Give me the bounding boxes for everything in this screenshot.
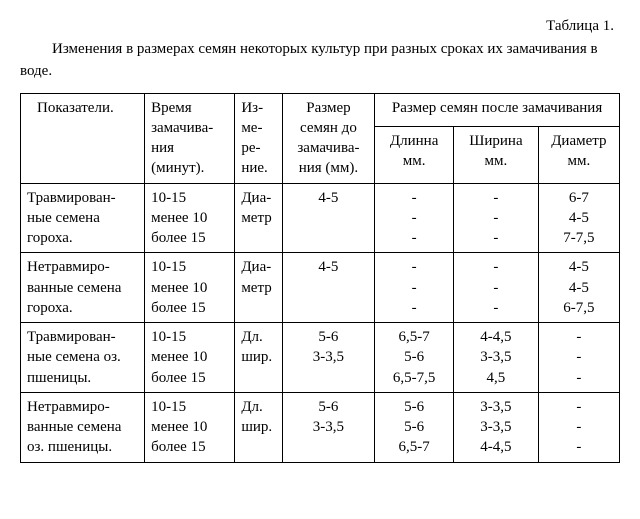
table-label: Таблица 1.: [20, 18, 614, 35]
hdr-measure: Из-ме-ре-ние.: [235, 93, 282, 183]
cell-length: 5-65-66,5-7: [375, 392, 454, 462]
hdr-diameter: Диаметр мм.: [538, 126, 619, 183]
cell-diameter: ---: [538, 392, 619, 462]
table-row: Нетравмиро-ванные семена гороха. 10-15ме…: [21, 253, 620, 323]
cell-measure: Дл. шир.: [235, 392, 282, 462]
hdr-after-group: Размер семян после замачивания: [375, 93, 620, 126]
cell-before: 4-5: [282, 253, 374, 323]
cell-length: ---: [375, 253, 454, 323]
hdr-time: Время замачива-ния (минут).: [145, 93, 235, 183]
cell-diameter: 6-74-57-7,5: [538, 183, 619, 253]
cell-diameter: ---: [538, 323, 619, 393]
data-table: Показатели. Время замачива-ния (минут). …: [20, 93, 620, 463]
cell-indicator: Нетравмиро-ванные семена оз. пшеницы.: [21, 392, 145, 462]
cell-measure: Диа-метр: [235, 253, 282, 323]
cell-before: 5-63-3,5: [282, 323, 374, 393]
cell-indicator: Нетравмиро-ванные семена гороха.: [21, 253, 145, 323]
header-row-1: Показатели. Время замачива-ния (минут). …: [21, 93, 620, 126]
cell-width: ---: [454, 253, 539, 323]
cell-time: 10-15менее 10более 15: [145, 183, 235, 253]
cell-width: ---: [454, 183, 539, 253]
hdr-width: Ширина мм.: [454, 126, 539, 183]
hdr-before: Размер семян до замачива-ния (мм).: [282, 93, 374, 183]
cell-time: 10-15менее 10более 15: [145, 392, 235, 462]
cell-before: 4-5: [282, 183, 374, 253]
table-row: Травмирован-ные семена гороха. 10-15мене…: [21, 183, 620, 253]
cell-before: 5-63-3,5: [282, 392, 374, 462]
cell-length: 6,5-75-66,5-7,5: [375, 323, 454, 393]
cell-measure: Диа-метр: [235, 183, 282, 253]
hdr-indicators: Показатели.: [21, 93, 145, 183]
cell-diameter: 4-54-56-7,5: [538, 253, 619, 323]
cell-time: 10-15менее 10более 15: [145, 323, 235, 393]
cell-time: 10-15менее 10более 15: [145, 253, 235, 323]
cell-indicator: Травмирован-ные семена гороха.: [21, 183, 145, 253]
cell-length: ---: [375, 183, 454, 253]
hdr-length: Длинна мм.: [375, 126, 454, 183]
table-caption: Изменения в размерах семян некоторых кул…: [20, 39, 620, 83]
cell-width: 3-3,53-3,54-4,5: [454, 392, 539, 462]
table-row: Травмирован-ные семена оз. пшеницы. 10-1…: [21, 323, 620, 393]
cell-measure: Дл. шир.: [235, 323, 282, 393]
cell-width: 4-4,53-3,54,5: [454, 323, 539, 393]
cell-indicator: Травмирован-ные семена оз. пшеницы.: [21, 323, 145, 393]
table-row: Нетравмиро-ванные семена оз. пшеницы. 10…: [21, 392, 620, 462]
